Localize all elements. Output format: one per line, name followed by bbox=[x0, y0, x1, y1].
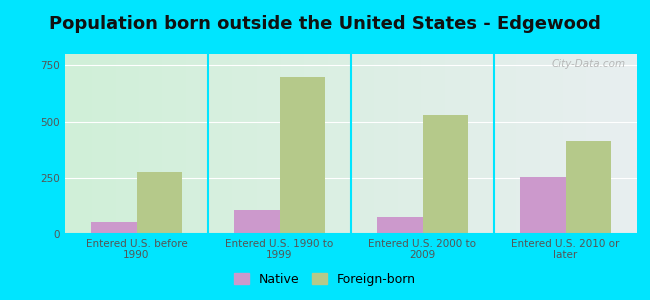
Bar bbox=[566, 141, 611, 234]
Bar bbox=[136, 172, 182, 234]
Bar bbox=[377, 217, 423, 234]
Bar bbox=[422, 115, 468, 234]
Bar bbox=[520, 177, 566, 234]
Bar bbox=[91, 222, 136, 234]
Legend: Native, Foreign-born: Native, Foreign-born bbox=[229, 268, 421, 291]
Text: City-Data.com: City-Data.com bbox=[551, 59, 625, 69]
Text: Population born outside the United States - Edgewood: Population born outside the United State… bbox=[49, 15, 601, 33]
Bar bbox=[234, 210, 280, 234]
Bar bbox=[280, 76, 325, 234]
